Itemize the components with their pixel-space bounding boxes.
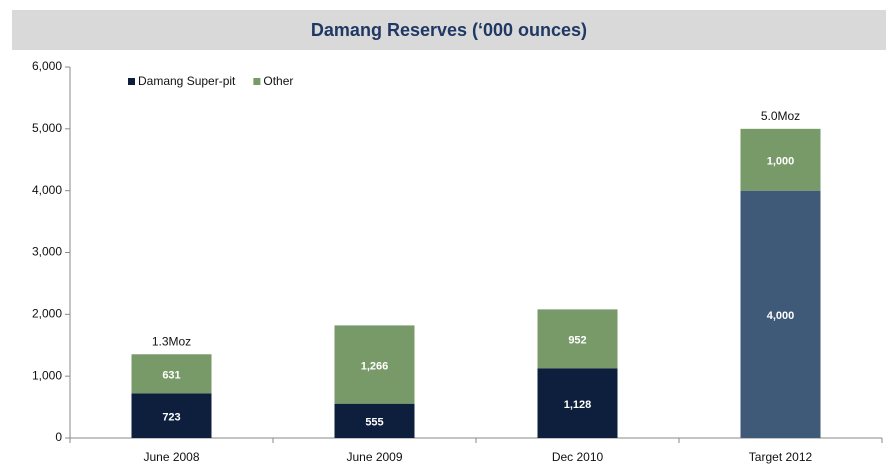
y-tick-label: 1,000	[32, 368, 62, 382]
bar-segment	[740, 190, 821, 438]
value-label: 631	[162, 370, 180, 382]
value-label: 1,000	[767, 156, 795, 168]
x-tick-label: Dec 2010	[552, 450, 604, 464]
value-label: 1,128	[564, 399, 592, 411]
value-label: 723	[162, 412, 180, 424]
y-tick-label: 3,000	[32, 245, 62, 259]
legend-swatch	[128, 78, 135, 85]
bar-segment	[334, 325, 415, 404]
y-tick-label: 6,000	[32, 59, 62, 73]
legend-label: Other	[263, 74, 293, 88]
y-tick-label: 5,000	[32, 121, 62, 135]
y-tick-label: 2,000	[32, 307, 62, 321]
bar-segment	[131, 393, 212, 438]
annotation: 1.3Moz	[152, 334, 191, 348]
x-tick-label: Target 2012	[749, 450, 813, 464]
value-label: 555	[365, 417, 383, 429]
value-label: 952	[568, 335, 586, 347]
bar-segment	[131, 354, 212, 394]
value-label: 1,266	[361, 360, 389, 372]
y-tick-label: 0	[55, 430, 62, 444]
bar-segment	[740, 128, 821, 191]
bar-segment	[537, 309, 618, 369]
legend-label: Damang Super-pit	[138, 74, 236, 88]
legend-swatch	[253, 78, 261, 85]
x-tick-label: June 2008	[143, 450, 199, 464]
value-label: 4,000	[767, 310, 795, 322]
annotation: 5.0Moz	[761, 109, 800, 123]
chart-title: Damang Reserves (‘000 ounces)	[311, 20, 587, 40]
title-band	[12, 10, 886, 50]
y-tick-label: 4,000	[32, 183, 62, 197]
bar-segment	[334, 403, 415, 438]
x-tick-label: June 2009	[346, 450, 402, 464]
bar-segment	[537, 368, 618, 438]
